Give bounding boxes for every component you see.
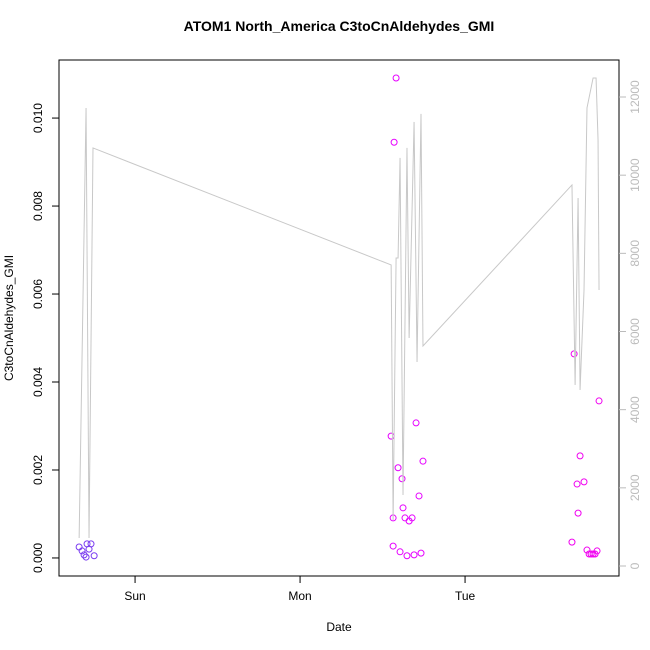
point bbox=[580, 478, 588, 486]
point bbox=[87, 540, 95, 548]
x-axis-label: Date bbox=[326, 620, 352, 634]
x-tick-label: Tue bbox=[455, 589, 476, 603]
line bbox=[78, 77, 600, 538]
point bbox=[387, 432, 395, 440]
point bbox=[392, 74, 400, 82]
y-tick-label: 0.002 bbox=[31, 455, 45, 485]
y-tick-label: 0.006 bbox=[31, 279, 45, 309]
point bbox=[587, 550, 595, 558]
point bbox=[394, 464, 402, 472]
y-tick-label: 0.000 bbox=[31, 543, 45, 573]
point bbox=[593, 547, 601, 555]
y2-tick-label: 2000 bbox=[628, 474, 642, 501]
point bbox=[595, 397, 603, 405]
point bbox=[78, 547, 86, 555]
point bbox=[389, 542, 397, 550]
y2-tick-label: 10000 bbox=[628, 158, 642, 192]
y2-tick-label: 4000 bbox=[628, 396, 642, 423]
y-tick-label: 0.008 bbox=[31, 191, 45, 221]
x-tick-label: Sun bbox=[124, 589, 145, 603]
point bbox=[401, 514, 409, 522]
point bbox=[403, 552, 411, 560]
point bbox=[410, 551, 418, 559]
point bbox=[419, 457, 427, 465]
x-tick-label: Mon bbox=[288, 589, 311, 603]
point bbox=[417, 549, 425, 557]
y2-tick-label: 8000 bbox=[628, 240, 642, 267]
point bbox=[576, 452, 584, 460]
point bbox=[80, 551, 88, 559]
point bbox=[90, 552, 98, 560]
point bbox=[583, 546, 591, 554]
y-tick-label: 0.010 bbox=[31, 103, 45, 133]
point bbox=[396, 548, 404, 556]
point bbox=[408, 514, 416, 522]
y2-tick-label: 6000 bbox=[628, 318, 642, 345]
point bbox=[82, 553, 90, 561]
plot-frame bbox=[58, 59, 620, 577]
point bbox=[412, 419, 420, 427]
point bbox=[398, 475, 406, 483]
point bbox=[399, 504, 407, 512]
y2-tick-label: 12000 bbox=[628, 80, 642, 114]
point bbox=[75, 543, 83, 551]
y-axis-label: C3toCnAldehydes_GMI bbox=[2, 255, 16, 381]
point bbox=[415, 492, 423, 500]
point bbox=[574, 509, 582, 517]
y-tick-label: 0.004 bbox=[31, 367, 45, 397]
point bbox=[568, 538, 576, 546]
point bbox=[390, 138, 398, 146]
point bbox=[573, 480, 581, 488]
chart-title: ATOM1 North_America C3toCnAldehydes_GMI bbox=[184, 18, 495, 34]
y2-tick-label: 0 bbox=[628, 562, 642, 569]
